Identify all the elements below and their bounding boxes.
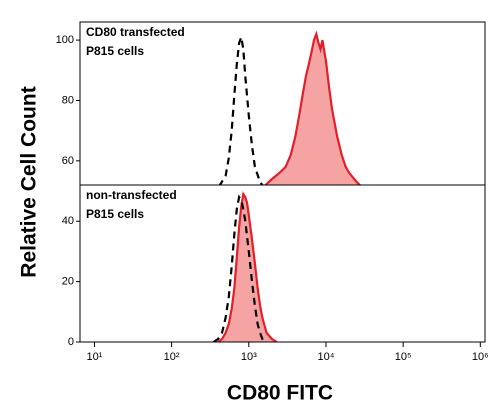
x-axis-label: CD80 FITC <box>227 382 333 405</box>
plot-area <box>218 30 363 185</box>
x-tick-label: 10³ <box>241 351 257 363</box>
histogram-area <box>218 194 277 342</box>
annotation: P815 cells <box>86 207 144 221</box>
plot-area <box>212 191 278 342</box>
y-tick-label: 100 <box>56 34 74 46</box>
histogram-line <box>263 30 362 185</box>
y-tick-label: 0 <box>68 336 74 348</box>
x-tick-label: 10⁴ <box>317 351 334 363</box>
annotation: non-transfected <box>86 188 177 202</box>
histogram-area <box>262 34 363 185</box>
histogram-line <box>218 32 264 185</box>
y-tick-label: 80 <box>62 94 74 106</box>
x-tick-label: 10⁶ <box>472 351 489 363</box>
y-tick-label: 40 <box>62 215 74 227</box>
y-tick-label: 20 <box>62 276 74 288</box>
x-tick-label: 10¹ <box>86 351 102 363</box>
y-axis-label: Relative Cell Count <box>18 86 41 277</box>
panel-frame <box>79 184 486 343</box>
annotation: CD80 transfected <box>86 25 185 39</box>
x-tick-label: 10² <box>164 351 180 363</box>
histogram-line <box>212 194 266 342</box>
x-tick-label: 10⁵ <box>395 351 412 363</box>
histogram-line <box>217 191 278 342</box>
y-tick-label: 60 <box>62 155 74 167</box>
annotation: P815 cells <box>86 44 144 58</box>
